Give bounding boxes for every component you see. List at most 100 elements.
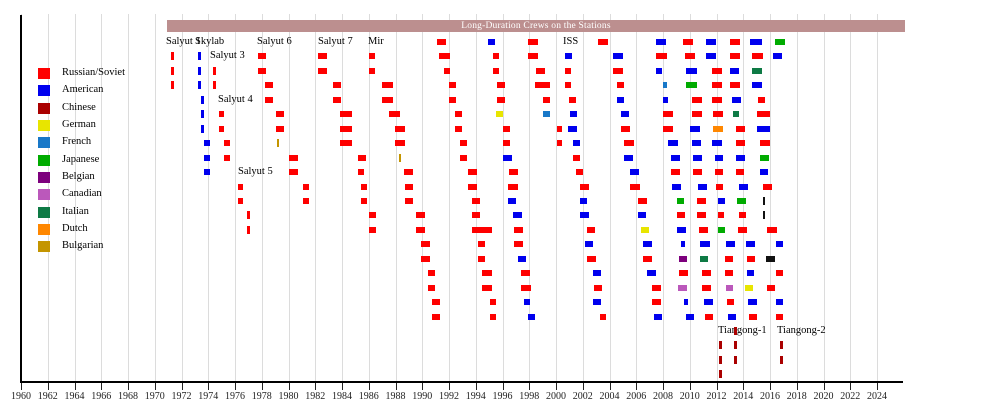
axis-year-label: 1974 <box>198 391 219 402</box>
crew-bar <box>700 241 710 248</box>
gridline <box>154 14 156 382</box>
crew-bar <box>521 270 530 277</box>
axis-year-label: 1960 <box>11 391 31 402</box>
gridline <box>502 14 504 382</box>
crew-bar <box>497 82 505 89</box>
axis-tick <box>770 383 771 390</box>
crew-bar <box>171 81 174 90</box>
crew-bar <box>587 226 595 233</box>
crew-bar <box>557 125 562 132</box>
axis-year-label: 2020 <box>813 391 834 402</box>
crew-bar <box>699 226 708 233</box>
crew-bar <box>727 299 734 306</box>
legend-swatch <box>38 119 50 131</box>
crew-bar <box>757 125 770 132</box>
crew-bar <box>763 196 765 205</box>
axis-tick <box>449 383 450 390</box>
crew-bar <box>503 154 512 161</box>
crew-bar <box>455 111 462 118</box>
crew-bar <box>421 241 430 248</box>
axis-tick <box>47 383 49 390</box>
crew-bar <box>763 183 772 190</box>
gridline <box>74 14 76 382</box>
crew-bar <box>198 81 201 90</box>
crew-bar <box>460 140 467 147</box>
crew-bar <box>700 255 708 262</box>
crew-bar <box>758 96 765 103</box>
station-label: Salyut 3 <box>210 50 245 62</box>
gridline <box>850 14 852 382</box>
crew-bar <box>617 82 624 89</box>
crew-bar <box>643 241 652 248</box>
crew-bar <box>677 197 684 204</box>
axis-tick <box>636 383 638 390</box>
chart-title-bar: Long-Duration Crews on the Stations <box>167 20 905 32</box>
crew-bar <box>594 284 602 291</box>
legend-swatch <box>38 137 50 149</box>
crew-bar <box>697 197 706 204</box>
legend-swatch <box>38 102 50 114</box>
station-label: ISS <box>563 36 579 47</box>
crew-bar <box>647 270 656 277</box>
crew-bar <box>780 341 783 350</box>
crew-bar <box>712 140 722 147</box>
axis-tick <box>689 383 691 390</box>
gridline <box>181 14 183 382</box>
crew-bar <box>358 154 366 161</box>
crew-bar <box>726 284 733 291</box>
axis-year-label: 1978 <box>251 391 272 402</box>
crew-bar <box>204 140 210 147</box>
crew-bar <box>573 140 580 147</box>
crew-bar <box>715 154 723 161</box>
crew-bar <box>760 154 769 161</box>
crew-bar <box>276 111 284 118</box>
legend-swatch <box>38 241 50 253</box>
crew-bar <box>536 67 545 74</box>
station-label: Salyut 5 <box>238 166 273 178</box>
station-label: Salyut 4 <box>218 93 253 105</box>
gridline <box>689 14 691 382</box>
crew-bar <box>369 226 376 233</box>
crew-bar <box>224 154 230 161</box>
crew-bar <box>333 82 341 89</box>
legend-label: Belgian <box>62 170 95 182</box>
crew-bar <box>490 299 496 306</box>
crew-bar <box>570 111 577 118</box>
axis-year-label: 1998 <box>519 391 540 402</box>
crew-bar <box>432 313 440 320</box>
station-label: Mir <box>368 36 384 47</box>
crew-bar <box>760 140 770 147</box>
axis-year-label: 2016 <box>760 391 780 402</box>
crew-bar <box>750 39 762 45</box>
crew-bar <box>219 125 224 132</box>
gridline <box>235 14 236 382</box>
gridline <box>395 14 397 382</box>
axis-tick <box>582 383 584 390</box>
gridline <box>556 14 557 382</box>
crew-bar <box>663 82 667 89</box>
crew-bar <box>712 96 722 103</box>
crew-bar <box>693 154 702 161</box>
crew-bar <box>580 183 589 190</box>
axis-tick <box>101 383 103 390</box>
crew-bar <box>585 241 593 248</box>
crew-bar <box>763 211 765 220</box>
axis-tick <box>556 383 557 390</box>
crew-bar <box>766 255 775 262</box>
crew-bar <box>543 96 550 103</box>
crew-bar <box>395 140 405 147</box>
crew-bar <box>719 341 722 350</box>
crew-bar <box>757 111 770 118</box>
crew-bar <box>663 96 668 103</box>
station-label: Salyut 7 <box>318 36 353 47</box>
crew-bar <box>617 96 624 103</box>
crew-bar <box>204 169 210 176</box>
gridline <box>128 14 129 382</box>
crew-bar <box>238 183 243 190</box>
crew-bar <box>736 169 744 176</box>
crew-bar <box>671 169 680 176</box>
crew-bar <box>528 39 538 45</box>
axis-tick <box>796 383 798 390</box>
crew-bar <box>668 140 678 147</box>
crew-bar <box>716 183 723 190</box>
